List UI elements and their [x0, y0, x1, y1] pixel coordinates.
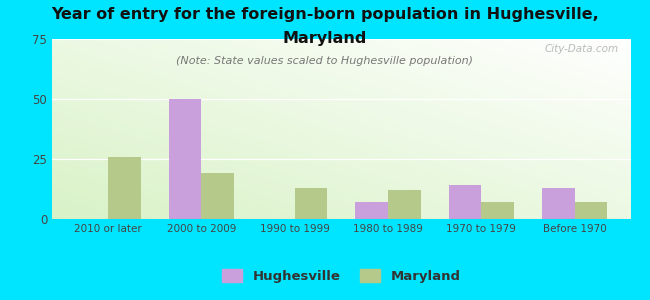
Bar — [356, 202, 388, 219]
Bar — [294, 188, 327, 219]
Bar — [448, 185, 481, 219]
Bar — [542, 188, 575, 219]
Text: City-Data.com: City-Data.com — [545, 44, 619, 54]
Bar — [202, 173, 234, 219]
Bar — [168, 99, 202, 219]
Bar — [108, 157, 140, 219]
Text: Year of entry for the foreign-born population in Hughesville,: Year of entry for the foreign-born popul… — [51, 8, 599, 22]
Bar — [481, 202, 514, 219]
Text: (Note: State values scaled to Hughesville population): (Note: State values scaled to Hughesvill… — [177, 56, 473, 65]
Bar — [575, 202, 607, 219]
Bar — [388, 190, 421, 219]
Legend: Hughesville, Maryland: Hughesville, Maryland — [217, 263, 465, 288]
Text: Maryland: Maryland — [283, 32, 367, 46]
